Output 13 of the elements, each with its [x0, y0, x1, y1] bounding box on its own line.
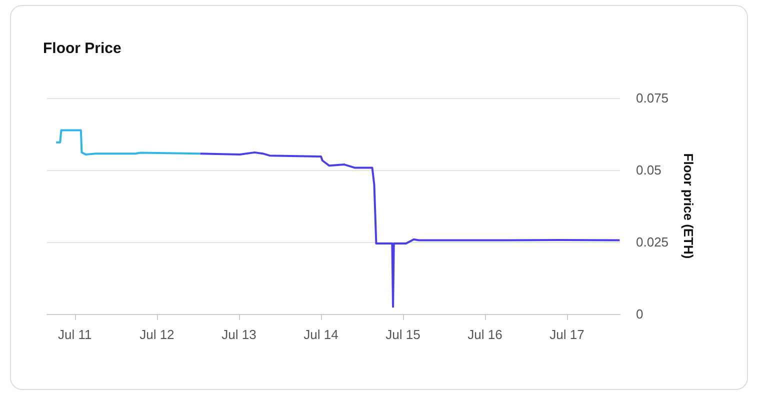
x-tick-label: Jul 12 [140, 327, 174, 342]
y-tick-label: 0.025 [636, 234, 669, 250]
y-axis-title: Floor price (ETH) [681, 153, 696, 259]
x-tick-label: Jul 15 [386, 327, 420, 342]
x-tick-label: Jul 11 [58, 327, 92, 342]
x-tick-label: Jul 13 [222, 327, 256, 342]
x-tick-label: Jul 17 [550, 327, 584, 342]
y-tick-label: 0 [636, 306, 644, 322]
x-tick-label: Jul 14 [304, 327, 338, 342]
y-tick-label: 0.075 [636, 90, 669, 106]
y-tick-label: 0.05 [636, 162, 662, 178]
chart-title: Floor Price [43, 40, 122, 57]
x-tick-label: Jul 16 [468, 327, 502, 342]
